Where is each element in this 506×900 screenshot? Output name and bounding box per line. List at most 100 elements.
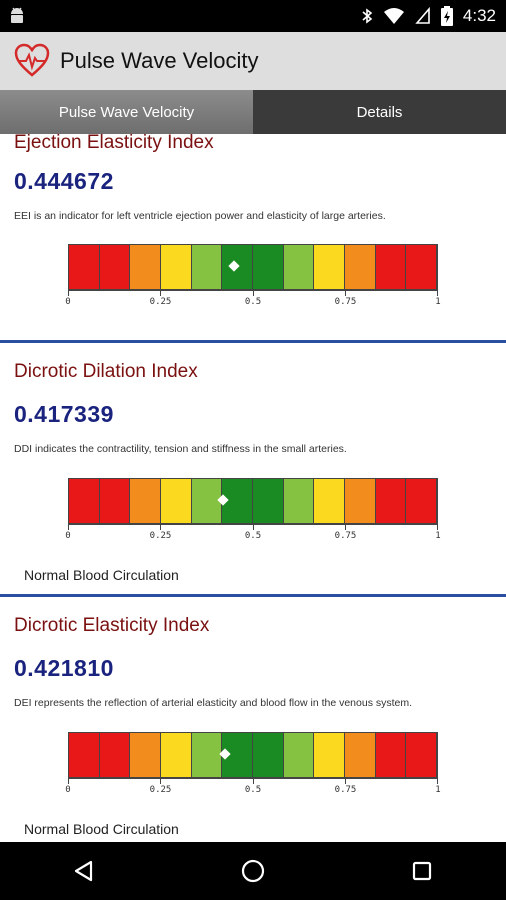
bluetooth-icon [361, 7, 373, 25]
card-description: EEI is an indicator for left ventricle e… [14, 210, 386, 222]
back-triangle-icon [75, 860, 93, 882]
scale-segment [375, 245, 407, 289]
tab-details[interactable]: Details [253, 90, 506, 134]
scale-tick-label: 0.25 [149, 297, 172, 307]
scale-tick-label: 0.5 [244, 531, 262, 541]
scale-segment [345, 245, 376, 289]
scale-tick [160, 291, 162, 296]
home-button[interactable] [223, 851, 283, 891]
scale-bar [68, 478, 438, 524]
scale-segment [130, 479, 162, 523]
scale-segment [161, 245, 192, 289]
scale-tick-label: 0.75 [334, 785, 357, 795]
scale-tick-label: 1 [435, 785, 441, 795]
results-list[interactable]: Ejection Elasticity Index 0.444672 EEI i… [0, 134, 506, 842]
scale-segment [406, 479, 438, 523]
scale-segment [99, 479, 131, 523]
scale-tick [437, 779, 438, 784]
scale-tick [68, 779, 69, 784]
battery-charging-icon [440, 6, 453, 26]
scale-tick-label: 0 [65, 297, 71, 307]
scale-segment [406, 245, 438, 289]
scale-segment [130, 245, 162, 289]
card-dicrotic-elasticity: Dicrotic Elasticity Index 0.421810 DEI r… [0, 597, 506, 842]
divider [0, 594, 506, 597]
navigation-bar [0, 842, 506, 900]
scale-segment [69, 245, 100, 289]
scale-tick-label: 0.75 [334, 297, 357, 307]
scale-segment [375, 479, 407, 523]
scale-segment [314, 733, 346, 777]
scale-tick [68, 525, 69, 530]
scale-tick-label: 0.75 [334, 531, 357, 541]
status-bar: 4:32 [0, 0, 506, 32]
scale-tick-label: 1 [435, 297, 441, 307]
scale-tick [437, 525, 438, 530]
index-scale: 0 0.25 0.5 0.75 1 [65, 732, 441, 797]
recents-square-icon [412, 861, 431, 881]
scale-tick-label: 0 [65, 785, 71, 795]
tab-bar: Pulse Wave Velocity Details [0, 90, 506, 134]
scale-segment [191, 733, 223, 777]
scale-tick [344, 525, 346, 530]
scale-segment [69, 733, 100, 777]
scale-segment [69, 479, 100, 523]
card-dicrotic-dilation: Dicrotic Dilation Index 0.417339 DDI ind… [0, 343, 506, 593]
card-title: Dicrotic Dilation Index [14, 361, 198, 382]
scale-segment [283, 245, 315, 289]
card-ejection-elasticity: Ejection Elasticity Index 0.444672 EEI i… [0, 134, 506, 340]
card-value: 0.417339 [14, 401, 114, 427]
scale-tick-label: 0 [65, 531, 71, 541]
scale-segment [130, 733, 162, 777]
scale-segment [345, 479, 376, 523]
scale-tick [252, 525, 254, 530]
scale-segment [161, 479, 192, 523]
scale-tick [160, 779, 162, 784]
scale-segment [253, 733, 284, 777]
scale-tick-label: 0.5 [244, 785, 262, 795]
card-value: 0.444672 [14, 168, 114, 194]
card-description: DDI indicates the contractility, tension… [14, 443, 347, 455]
wifi-icon [383, 7, 405, 25]
scale-tick [68, 291, 69, 296]
scale-tick-label: 0.5 [244, 297, 262, 307]
card-title: Dicrotic Elasticity Index [14, 615, 210, 636]
app-title: Pulse Wave Velocity [60, 48, 259, 73]
tab-pulse-wave-velocity[interactable]: Pulse Wave Velocity [0, 90, 253, 134]
android-icon [8, 6, 26, 31]
scale-segment [314, 245, 346, 289]
index-scale: 0 0.25 0.5 0.75 1 [65, 478, 441, 543]
recents-button[interactable] [392, 851, 452, 891]
card-description: DEI represents the reflection of arteria… [14, 697, 413, 709]
no-sim-icon [415, 7, 431, 25]
heart-pulse-icon [14, 43, 50, 79]
scale-bar [68, 732, 438, 778]
scale-segment [406, 733, 438, 777]
scale-segment [253, 479, 284, 523]
scale-tick [160, 525, 162, 530]
scale-segment [283, 479, 315, 523]
scale-segment [161, 733, 192, 777]
back-button[interactable] [54, 851, 114, 891]
divider [0, 340, 506, 343]
scale-segment [191, 479, 223, 523]
scale-tick [252, 291, 254, 296]
scale-axis: 0 0.25 0.5 0.75 1 [65, 524, 441, 543]
home-circle-icon [241, 859, 265, 883]
scale-tick-label: 0.25 [149, 531, 172, 541]
scale-segment [375, 733, 407, 777]
status-text: Normal Blood Circulation [24, 821, 179, 837]
scale-tick [344, 291, 346, 296]
clock-time: 4:32 [462, 6, 496, 25]
scale-segment [314, 479, 346, 523]
scale-tick [252, 779, 254, 784]
scale-tick-label: 0.25 [149, 785, 172, 795]
scale-tick [344, 779, 346, 784]
card-title: Ejection Elasticity Index [14, 134, 214, 153]
status-text: Normal Blood Circulation [24, 567, 179, 583]
scale-segment [253, 245, 284, 289]
index-scale: 0 0.25 0.5 0.75 1 [65, 244, 441, 309]
card-value: 0.421810 [14, 655, 114, 681]
scale-segment [345, 733, 376, 777]
app-bar: Pulse Wave Velocity [0, 32, 506, 90]
